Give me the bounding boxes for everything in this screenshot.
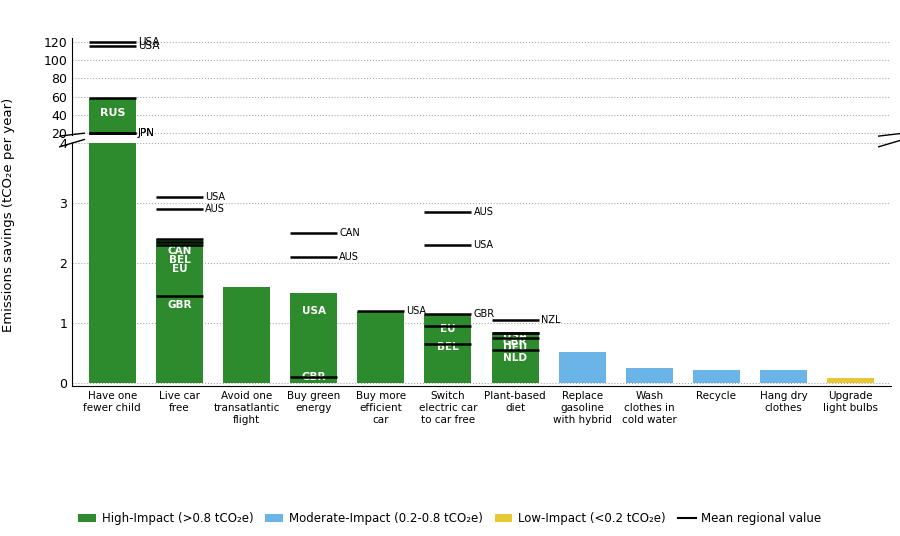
Bar xyxy=(223,287,270,383)
Text: GBR: GBR xyxy=(167,300,192,310)
Bar xyxy=(693,370,740,383)
Bar xyxy=(425,314,472,383)
Bar xyxy=(491,334,538,383)
Text: AUS: AUS xyxy=(205,204,225,214)
Text: BEL: BEL xyxy=(168,255,190,265)
Bar xyxy=(357,311,404,383)
Text: USA: USA xyxy=(205,192,225,202)
Bar xyxy=(89,0,136,383)
Bar xyxy=(156,149,202,151)
Bar xyxy=(156,239,202,383)
Text: BEL: BEL xyxy=(437,342,459,352)
Text: USA: USA xyxy=(473,240,493,250)
Bar xyxy=(760,370,807,383)
Bar xyxy=(290,293,338,383)
Bar xyxy=(290,150,338,151)
Bar xyxy=(626,368,673,383)
Bar xyxy=(491,150,538,151)
Bar xyxy=(559,352,606,383)
Text: JPN: JPN xyxy=(138,128,155,138)
Text: USA: USA xyxy=(138,37,159,47)
Text: Emissions savings (tCO₂e per year): Emissions savings (tCO₂e per year) xyxy=(3,97,15,332)
Text: NLD: NLD xyxy=(503,353,527,363)
Bar xyxy=(425,150,472,151)
Bar xyxy=(223,150,270,151)
Text: USA: USA xyxy=(503,331,527,341)
Text: GBR: GBR xyxy=(473,309,495,319)
Text: JPN: JPN xyxy=(138,128,155,138)
Text: GBR: GBR xyxy=(503,337,527,347)
Text: GBR: GBR xyxy=(302,372,326,382)
Legend: High-Impact (>0.8 tCO₂e), Moderate-Impact (0.2-0.8 tCO₂e), Low-Impact (<0.2 tCO₂: High-Impact (>0.8 tCO₂e), Moderate-Impac… xyxy=(74,508,826,530)
Text: RUS: RUS xyxy=(100,108,125,118)
Text: USA: USA xyxy=(406,306,427,316)
Text: EU: EU xyxy=(440,324,455,334)
Bar xyxy=(357,150,404,151)
Text: CAN: CAN xyxy=(167,246,192,256)
Bar xyxy=(89,98,136,151)
Bar xyxy=(827,378,874,383)
Text: EU: EU xyxy=(172,264,187,274)
Text: AUS: AUS xyxy=(339,252,359,262)
Text: USA: USA xyxy=(138,41,159,51)
Text: DEU: DEU xyxy=(503,343,527,353)
Text: NZL: NZL xyxy=(541,315,560,325)
Text: AUS: AUS xyxy=(473,207,493,217)
Text: CAN: CAN xyxy=(339,228,360,238)
Text: USA: USA xyxy=(302,306,326,316)
